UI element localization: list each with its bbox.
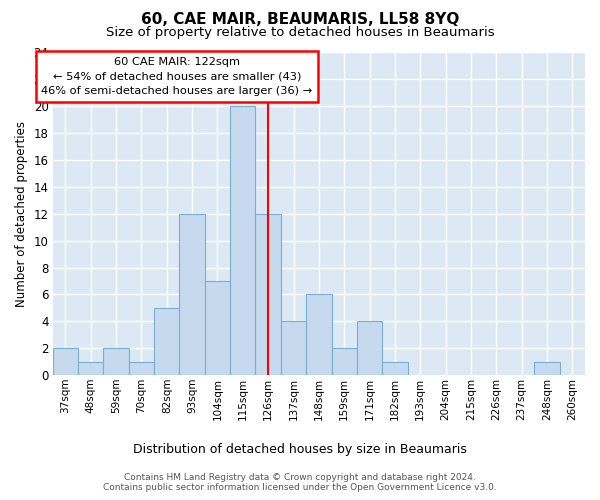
Text: Size of property relative to detached houses in Beaumaris: Size of property relative to detached ho…	[106, 26, 494, 39]
Bar	[129, 362, 154, 375]
Bar	[205, 281, 230, 375]
Bar	[179, 214, 205, 375]
Bar	[256, 214, 281, 375]
Bar	[103, 348, 129, 375]
Bar	[154, 308, 179, 375]
Text: Contains HM Land Registry data © Crown copyright and database right 2024.: Contains HM Land Registry data © Crown c…	[124, 473, 476, 482]
Text: Contains public sector information licensed under the Open Government Licence v3: Contains public sector information licen…	[103, 483, 497, 492]
Text: 60 CAE MAIR: 122sqm
← 54% of detached houses are smaller (43)
46% of semi-detach: 60 CAE MAIR: 122sqm ← 54% of detached ho…	[41, 57, 313, 96]
Bar	[53, 348, 78, 375]
Bar	[332, 348, 357, 375]
Bar	[357, 322, 382, 375]
Text: 60, CAE MAIR, BEAUMARIS, LL58 8YQ: 60, CAE MAIR, BEAUMARIS, LL58 8YQ	[141, 12, 459, 28]
Bar	[230, 106, 256, 375]
Bar	[281, 322, 306, 375]
Text: Distribution of detached houses by size in Beaumaris: Distribution of detached houses by size …	[133, 442, 467, 456]
Bar	[535, 362, 560, 375]
Bar	[78, 362, 103, 375]
Y-axis label: Number of detached properties: Number of detached properties	[15, 121, 28, 307]
Bar	[306, 294, 332, 375]
Bar	[382, 362, 407, 375]
